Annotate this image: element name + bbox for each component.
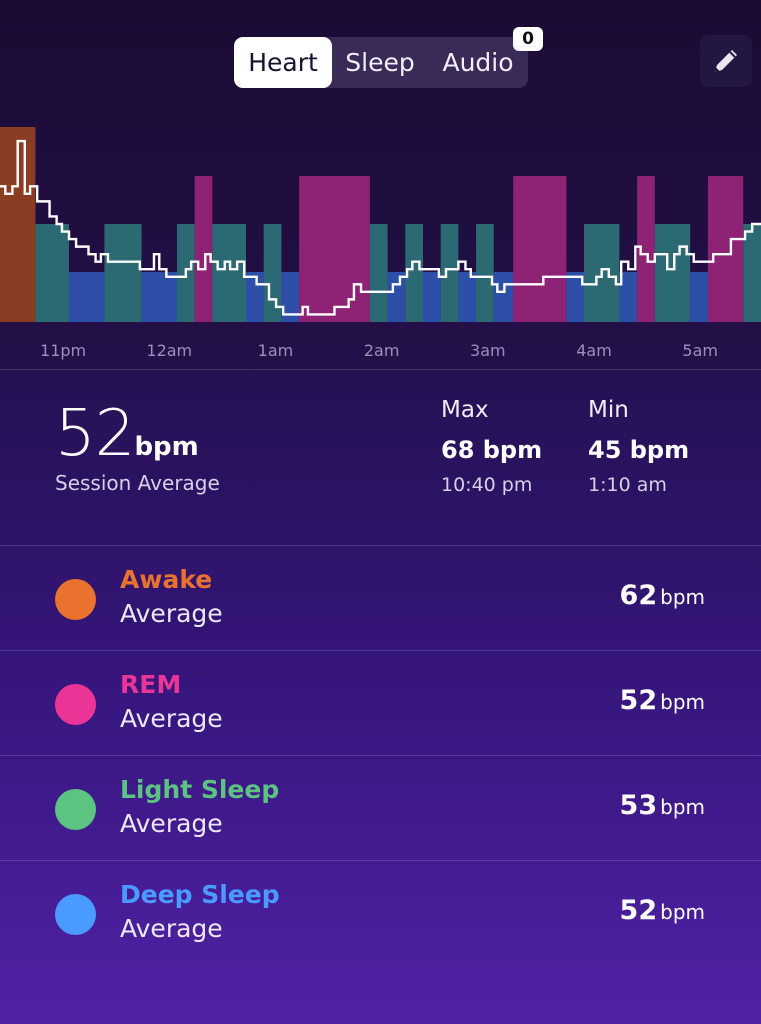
stage-sub: Average xyxy=(120,914,223,943)
pencil-icon xyxy=(715,50,737,72)
audio-count-badge: 0 xyxy=(513,27,543,51)
stage-bar-light xyxy=(369,224,388,322)
stage-value-number: 62 xyxy=(619,580,658,611)
stage-bar-light xyxy=(743,224,761,322)
heart-rate-chart: 11pm 12am 1am 2am 3am 4am 5am xyxy=(0,127,761,360)
x-tick-label: 5am xyxy=(682,341,718,360)
stage-bar-rem xyxy=(707,176,744,322)
stage-bar-rem xyxy=(513,176,567,322)
summary-divider xyxy=(0,545,761,546)
stage-bar-light xyxy=(104,224,142,322)
x-tick-label: 3am xyxy=(470,341,506,360)
stage-bar-deep xyxy=(69,272,105,322)
stage-bar-rem xyxy=(299,176,370,322)
x-tick-label: 2am xyxy=(364,341,400,360)
stage-value-unit: bpm xyxy=(660,795,705,819)
stage-bar-light xyxy=(35,224,70,322)
stage-name: Deep Sleep xyxy=(120,880,280,909)
stage-value-unit: bpm xyxy=(660,900,705,924)
average-number: 52 xyxy=(55,397,135,471)
stage-value-number: 53 xyxy=(619,790,658,821)
row-divider xyxy=(0,755,761,756)
stage-name: Awake xyxy=(120,565,213,594)
average-unit: bpm xyxy=(134,432,199,462)
session-average-value: 52bpm xyxy=(55,398,199,483)
stage-value: 53 bpm xyxy=(620,790,705,821)
stage-bar-deep xyxy=(566,272,585,322)
min-stat: Min 45 bpm 1:10 am xyxy=(588,397,689,496)
stage-sub: Average xyxy=(120,599,223,628)
light-sleep-color-dot xyxy=(55,789,96,830)
row-divider xyxy=(0,650,761,651)
stage-bar-deep xyxy=(493,272,514,322)
stage-row-light-sleep[interactable]: Light Sleep Average 53 bpm xyxy=(0,756,761,861)
stage-name: Light Sleep xyxy=(120,775,280,804)
max-value: 68 bpm xyxy=(441,436,543,464)
x-tick-label: 1am xyxy=(258,341,294,360)
heart-rate-line xyxy=(0,139,761,316)
stage-row-rem[interactable]: REM Average 52 bpm xyxy=(0,651,761,756)
stage-bar-light xyxy=(440,224,459,322)
x-tick-label: 11pm xyxy=(40,341,86,360)
view-tabs: Heart Sleep Audio xyxy=(234,37,528,88)
stage-bar-rem xyxy=(194,176,213,322)
stage-value-number: 52 xyxy=(619,895,658,926)
stage-bar-light xyxy=(212,224,246,322)
tab-audio[interactable]: Audio xyxy=(442,48,514,77)
stage-bar-deep xyxy=(422,272,441,322)
stage-bar-deep xyxy=(619,272,638,322)
stage-row-awake[interactable]: Awake Average 62 bpm xyxy=(0,546,761,651)
row-divider xyxy=(0,860,761,861)
stage-bar-deep xyxy=(458,272,477,322)
stage-value: 62 bpm xyxy=(620,580,705,611)
min-value: 45 bpm xyxy=(588,436,690,464)
max-stat: Max 68 bpm 10:40 pm xyxy=(441,397,542,496)
max-time: 10:40 pm xyxy=(441,474,533,496)
min-label: Min xyxy=(588,397,629,423)
x-tick-label: 4am xyxy=(576,341,612,360)
stage-row-deep-sleep[interactable]: Deep Sleep Average 52 bpm xyxy=(0,861,761,966)
stage-value-number: 52 xyxy=(619,685,658,716)
min-time: 1:10 am xyxy=(588,474,667,496)
stage-value: 52 bpm xyxy=(620,895,705,926)
deep-sleep-color-dot xyxy=(55,894,96,935)
max-label: Max xyxy=(441,397,489,423)
stage-bar-deep xyxy=(141,272,177,322)
stage-value-unit: bpm xyxy=(660,585,705,609)
edit-button[interactable] xyxy=(700,35,752,87)
stage-bar-light xyxy=(405,224,423,322)
awake-color-dot xyxy=(55,579,96,620)
chart-divider xyxy=(0,369,761,370)
stage-bar-light xyxy=(476,224,494,322)
stage-value-unit: bpm xyxy=(660,690,705,714)
stage-bar-light xyxy=(654,224,691,322)
stage-bar-deep xyxy=(281,272,300,322)
x-tick-label: 12am xyxy=(146,341,192,360)
session-average-label: Session Average xyxy=(55,471,220,495)
stage-bar-deep xyxy=(245,272,264,322)
tab-sleep[interactable]: Sleep xyxy=(345,48,415,77)
stage-sub: Average xyxy=(120,809,223,838)
stage-bar-rem xyxy=(637,176,655,322)
stage-value: 52 bpm xyxy=(620,685,705,716)
rem-color-dot xyxy=(55,684,96,725)
stage-name: REM xyxy=(120,670,182,699)
stage-bar-deep xyxy=(690,272,708,322)
tab-heart[interactable]: Heart xyxy=(234,37,332,88)
stage-bar-deep xyxy=(387,272,406,322)
stage-sub: Average xyxy=(120,704,223,733)
